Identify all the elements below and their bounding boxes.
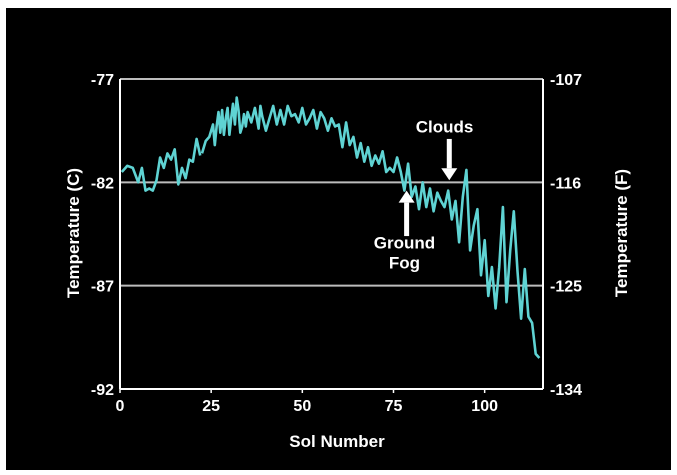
x-axis-label: Sol Number bbox=[289, 432, 385, 451]
chart-panel bbox=[6, 8, 671, 470]
y-tick-label-right: -107 bbox=[550, 72, 582, 89]
y-tick-label-right: -134 bbox=[550, 382, 582, 399]
x-tick-label: 100 bbox=[471, 398, 498, 415]
temperature-line bbox=[120, 137, 202, 192]
x-tick-label: 25 bbox=[202, 398, 220, 415]
temperature-line bbox=[200, 96, 541, 359]
grid-lines bbox=[120, 78, 543, 287]
x-tick-label: 75 bbox=[385, 398, 403, 415]
y-tick-label-right: -125 bbox=[550, 279, 582, 296]
annotation-arrow-head bbox=[441, 168, 458, 181]
x-tick-label: 0 bbox=[116, 398, 125, 415]
annotation-label: Clouds bbox=[416, 118, 474, 137]
annotation-arrow-head bbox=[398, 190, 415, 203]
y-tick-label-left: -87 bbox=[91, 279, 114, 296]
y-tick-label-right: -116 bbox=[550, 175, 581, 192]
series-layer bbox=[120, 96, 541, 359]
y-tick-label-left: -82 bbox=[91, 175, 114, 192]
y-axis-label-right: Temperature (F) bbox=[612, 169, 631, 297]
annotation-label: Ground bbox=[374, 233, 435, 252]
y-tick-label-left: -77 bbox=[91, 72, 114, 89]
x-tick-label: 50 bbox=[293, 398, 311, 415]
y-axis-label-left: Temperature (C) bbox=[64, 168, 83, 298]
y-tick-label-left: -92 bbox=[91, 382, 114, 399]
axes bbox=[119, 79, 544, 393]
annotation-label: Fog bbox=[389, 253, 420, 272]
tick-labels: -77 -107 -82 -116 -87 -125 -92 -134 0 25 50 75 100 bbox=[91, 72, 582, 415]
